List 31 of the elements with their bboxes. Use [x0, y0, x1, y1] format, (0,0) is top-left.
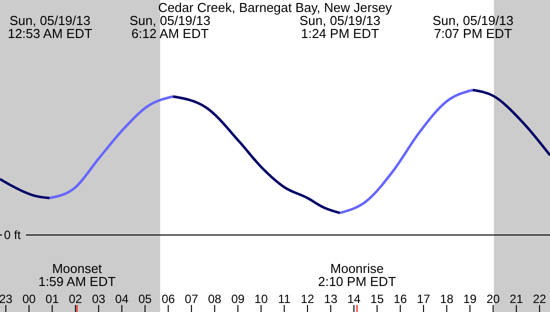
x-tick-label: 18 — [440, 292, 454, 306]
x-tick-label: 01 — [46, 292, 60, 306]
x-tick-label: 00 — [22, 292, 36, 306]
text: Moonset 1:59 AM EDT — [38, 261, 116, 289]
x-tick-label: 14 — [347, 292, 361, 306]
text: Sun, 05/19/13 12:53 AM EDT — [8, 13, 92, 41]
x-tick-label: 09 — [231, 292, 245, 306]
ref-line-label: 0 ft — [4, 228, 22, 242]
x-tick-label: 04 — [115, 292, 129, 306]
text: Moonrise 2:10 PM EDT — [318, 261, 396, 289]
x-tick-label: 17 — [416, 292, 431, 306]
x-tick-label: 02 — [68, 292, 82, 306]
x-tick-label: 12 — [300, 292, 314, 306]
x-tick-label: 15 — [370, 292, 384, 306]
x-tick-label: 13 — [324, 292, 338, 306]
x-tick-label: 19 — [463, 292, 477, 306]
x-tick-label: 22 — [532, 292, 547, 306]
text: Sun, 05/19/13 7:07 PM EDT — [432, 13, 514, 41]
x-tick-label: 03 — [92, 292, 106, 306]
x-tick-label: 10 — [254, 292, 268, 306]
x-tick-label: 21 — [510, 292, 524, 306]
chart-title: Cedar Creek, Barnegat Bay, New Jersey — [158, 0, 392, 15]
x-tick-label: 05 — [138, 292, 152, 306]
text: Sun, 05/19/13 6:12 AM EDT — [130, 13, 210, 41]
x-tick-label: 20 — [486, 292, 500, 306]
x-tick-label: 23 — [0, 292, 13, 306]
x-tick-label: 07 — [184, 292, 198, 306]
x-tick-label: 08 — [208, 292, 222, 306]
x-tick-label: 06 — [162, 292, 176, 306]
x-tick-label: 11 — [278, 292, 291, 306]
x-tick-label: 16 — [394, 292, 408, 306]
